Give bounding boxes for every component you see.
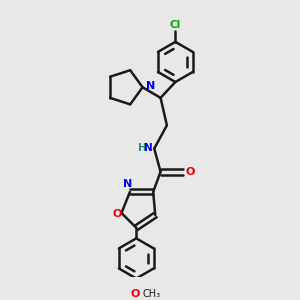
Text: N: N: [146, 81, 155, 91]
Text: O: O: [112, 209, 122, 219]
Text: N: N: [123, 179, 132, 189]
Text: O: O: [185, 167, 195, 177]
Text: H: H: [138, 142, 147, 152]
Text: O: O: [130, 289, 140, 299]
Text: CH₃: CH₃: [142, 289, 161, 299]
Text: Cl: Cl: [170, 20, 181, 30]
Text: N: N: [144, 142, 153, 152]
